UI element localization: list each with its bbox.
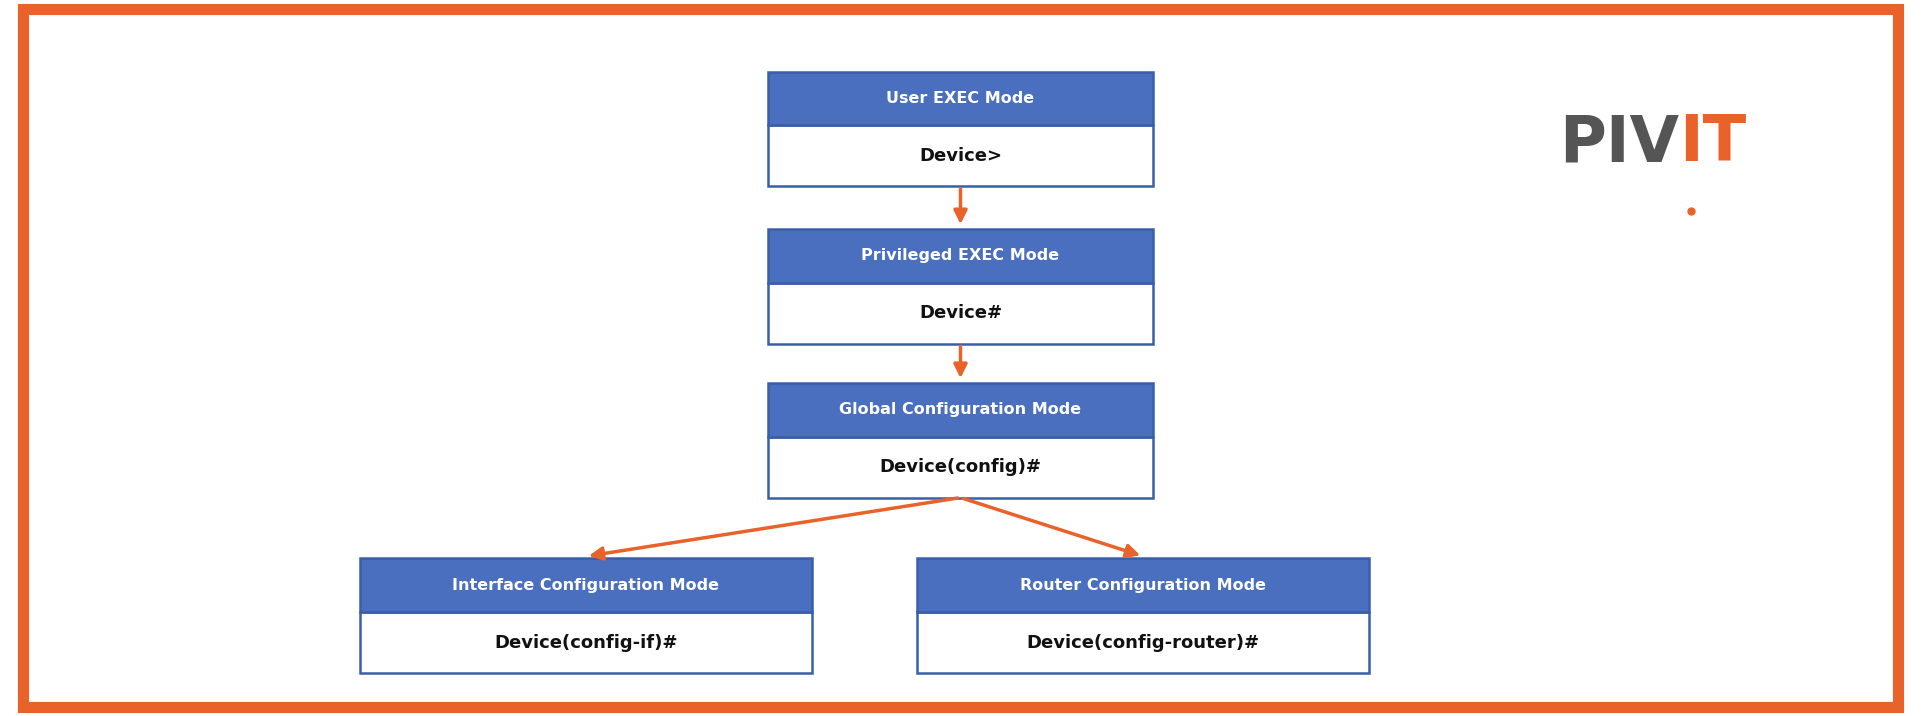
- Bar: [768, 437, 1153, 498]
- FancyArrowPatch shape: [955, 347, 966, 374]
- Text: PIV: PIV: [1560, 112, 1679, 174]
- Text: Device(config-if)#: Device(config-if)#: [494, 634, 678, 652]
- Bar: [916, 612, 1368, 673]
- Text: User EXEC Mode: User EXEC Mode: [886, 91, 1035, 106]
- Bar: [768, 72, 1153, 125]
- Bar: [361, 558, 811, 612]
- Bar: [768, 383, 1153, 437]
- FancyArrowPatch shape: [962, 498, 1137, 556]
- Bar: [916, 558, 1368, 612]
- Text: Device>: Device>: [918, 147, 1003, 165]
- FancyArrowPatch shape: [955, 189, 966, 221]
- Text: Global Configuration Mode: Global Configuration Mode: [839, 402, 1082, 417]
- Bar: [768, 125, 1153, 186]
- Text: Device(config-router)#: Device(config-router)#: [1026, 634, 1260, 652]
- Bar: [768, 283, 1153, 344]
- Text: IT: IT: [1679, 112, 1746, 174]
- FancyArrowPatch shape: [592, 498, 959, 559]
- Text: Device#: Device#: [918, 304, 1003, 322]
- Text: Privileged EXEC Mode: Privileged EXEC Mode: [861, 248, 1060, 263]
- Text: Interface Configuration Mode: Interface Configuration Mode: [453, 578, 718, 593]
- Bar: [361, 612, 811, 673]
- Text: Router Configuration Mode: Router Configuration Mode: [1020, 578, 1266, 593]
- Text: Device(config)#: Device(config)#: [880, 458, 1041, 476]
- Bar: [768, 229, 1153, 283]
